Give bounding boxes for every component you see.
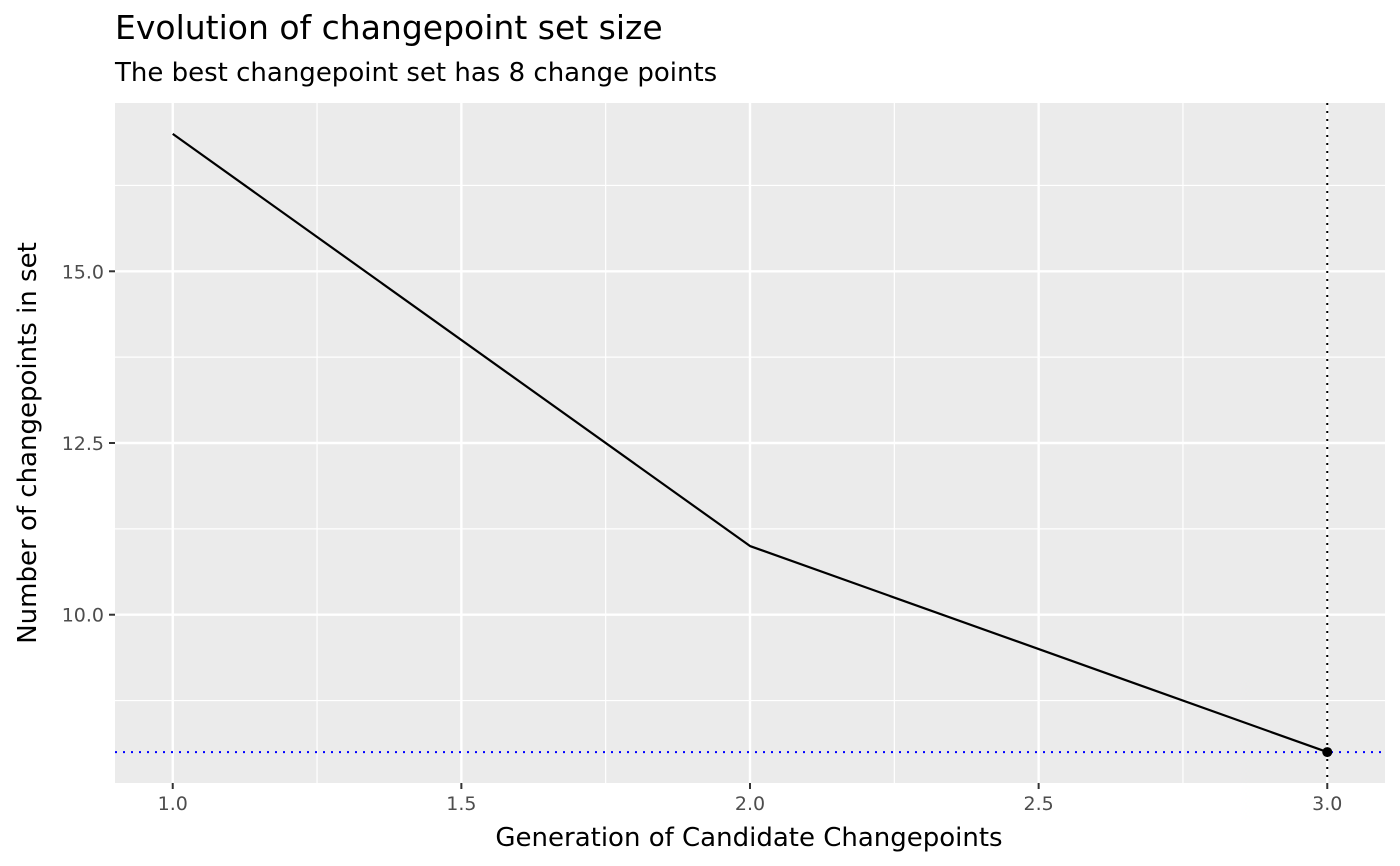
x-tick-label: 2.0 — [735, 793, 765, 815]
chart-title: Evolution of changepoint set size — [115, 8, 663, 47]
series-line — [172, 133, 1328, 754]
y-tick-label: 15.0 — [62, 261, 104, 283]
chart-subtitle: The best changepoint set has 8 change po… — [115, 58, 718, 88]
x-tick-label: 1.5 — [446, 793, 476, 815]
major-gridlines — [115, 103, 1385, 783]
data-series — [172, 133, 1328, 754]
x-tick-label: 2.5 — [1024, 793, 1054, 815]
y-axis-label: Number of changepoints in set — [13, 242, 43, 644]
y-tick-label: 10.0 — [62, 605, 104, 627]
best-point-marker — [1322, 747, 1333, 758]
data-points — [1322, 747, 1333, 758]
y-tick-label: 12.5 — [62, 433, 104, 455]
x-axis-label: Generation of Candidate Changepoints — [495, 823, 1002, 853]
x-tick-label: 3.0 — [1312, 793, 1342, 815]
x-tick-label: 1.0 — [158, 793, 188, 815]
y-axis: 10.0 12.5 15.0 — [62, 261, 115, 627]
x-axis: 1.0 1.5 2.0 2.5 3.0 — [158, 783, 1342, 815]
reference-lines — [115, 103, 1385, 783]
